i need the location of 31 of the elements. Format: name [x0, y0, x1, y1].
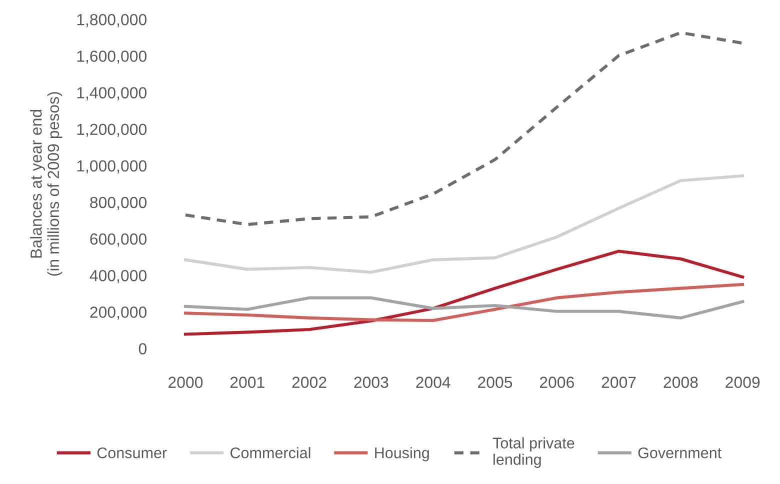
x-tick-label: 2006 — [540, 376, 574, 388]
y-tick-label: 600,000 — [90, 233, 147, 247]
line-series — [184, 174, 744, 274]
x-tick-label: 2007 — [602, 376, 636, 388]
legend-label: Consumer — [97, 447, 167, 458]
line-series — [184, 31, 744, 226]
y-tick-label: 400,000 — [90, 270, 147, 284]
y-tick-label: 0 — [138, 343, 147, 354]
line-series — [184, 250, 744, 336]
x-tick-label: 2003 — [354, 376, 388, 388]
legend-label: Housing — [375, 447, 429, 462]
legend-label: Total private lending — [492, 437, 574, 468]
x-tick-label: 2000 — [168, 376, 203, 388]
y-tick-label: 1,200,000 — [77, 124, 147, 137]
y-tick-label: 200,000 — [90, 306, 147, 320]
x-tick-label: 2004 — [416, 376, 450, 388]
x-tick-label: 2002 — [292, 376, 326, 388]
x-tick-label: 2008 — [664, 376, 698, 388]
y-tick-label: 800,000 — [90, 196, 147, 210]
line-series — [184, 282, 744, 322]
x-tick-label: 2005 — [478, 376, 512, 388]
y-tick-label: 1,600,000 — [77, 50, 147, 64]
legend-label: Government — [638, 447, 722, 458]
legend-label: Commercial — [230, 447, 310, 458]
y-tick-label: 1,400,000 — [77, 87, 147, 100]
x-tick-label: 2001 — [230, 376, 264, 388]
line-series — [184, 296, 744, 320]
y-tick-label: 1,000,000 — [77, 160, 147, 174]
y-tick-label: 1,800,000 — [77, 14, 147, 28]
y-axis-title: Balances at year end (in millions of 2009 pesos) — [30, 92, 62, 276]
x-tick-label: 2009 — [726, 376, 760, 388]
